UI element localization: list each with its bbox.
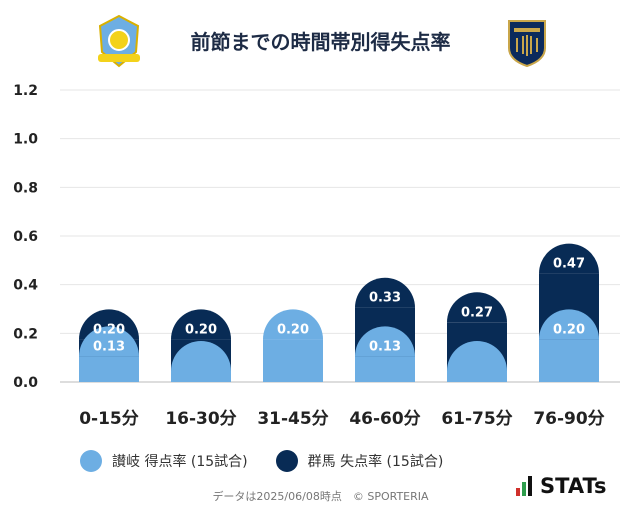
gridlines bbox=[60, 89, 620, 383]
legend-label-sanuki: 讃岐 得点率 (15試合) bbox=[112, 454, 248, 470]
data-label-gunma: 0.33 bbox=[369, 291, 401, 306]
x-tick-label: 46-60分 bbox=[349, 409, 420, 429]
x-tick-label: 16-30分 bbox=[165, 409, 236, 429]
y-tick-label: 1.0 bbox=[13, 132, 38, 148]
y-tick-label: 1.2 bbox=[13, 83, 38, 99]
bar-sanuki-cap bbox=[263, 309, 323, 340]
data-label-sanuki: 0.20 bbox=[277, 322, 309, 337]
bar-sanuki bbox=[539, 309, 599, 382]
bar-sanuki bbox=[171, 340, 232, 382]
x-tick-label: 76-90分 bbox=[533, 409, 604, 429]
data-label-sanuki: 0.13 bbox=[369, 339, 401, 354]
data-label-gunma: 0.27 bbox=[461, 305, 493, 320]
y-tick-label: 0.2 bbox=[13, 326, 38, 342]
data-label-gunma: 0.47 bbox=[553, 257, 585, 272]
bar-sanuki-cap bbox=[171, 340, 232, 371]
bar-sanuki-body bbox=[263, 339, 323, 382]
kamatamare-emblem-icon bbox=[98, 14, 140, 68]
legend-swatch-sanuki bbox=[80, 450, 102, 472]
footer-note: データは2025/06/08時点 © SPORTERIA bbox=[212, 490, 429, 503]
y-tick-label: 0.6 bbox=[13, 229, 38, 245]
stats-logo: STATs bbox=[516, 474, 606, 498]
bar-sanuki-body bbox=[447, 370, 507, 382]
bar-sanuki bbox=[263, 309, 323, 382]
legend-item-gunma: 群馬 失点率 (15試合) bbox=[275, 450, 444, 472]
y-tick-label: 0.4 bbox=[13, 278, 38, 294]
data-label-gunma: 0.20 bbox=[185, 322, 217, 337]
x-axis-ticks: 0-15分 16-30分 31-45分 46-60分 61-75分 76-90分 bbox=[79, 409, 604, 429]
bar-gunma-cap bbox=[539, 243, 599, 274]
x-tick-label: 61-75分 bbox=[441, 409, 512, 429]
y-tick-label: 0.8 bbox=[13, 180, 38, 196]
x-tick-label: 0-15分 bbox=[79, 409, 139, 429]
legend-label-gunma: 群馬 失点率 (15試合) bbox=[307, 454, 444, 470]
data-label-gunma: 0.20 bbox=[93, 322, 125, 337]
bar-sanuki-cap bbox=[355, 326, 415, 357]
y-axis-ticks: 0.0 0.2 0.4 0.6 0.8 1.0 1.2 bbox=[13, 83, 38, 391]
stats-logo-text: STATs bbox=[540, 474, 607, 498]
x-tick-label: 31-45分 bbox=[257, 409, 328, 429]
legend-item-sanuki: 讃岐 得点率 (15試合) bbox=[80, 450, 248, 472]
bar-gunma-cap bbox=[447, 292, 507, 323]
bar-sanuki-cap bbox=[79, 326, 139, 357]
bar-sanuki-body bbox=[79, 356, 139, 382]
bar-sanuki-cap bbox=[447, 340, 507, 371]
legend: 讃岐 得点率 (15試合) 群馬 失点率 (15試合) bbox=[80, 450, 471, 472]
stats-logo-icon bbox=[516, 476, 534, 496]
data-label-sanuki: 0.20 bbox=[553, 322, 585, 337]
bar-sanuki bbox=[79, 326, 139, 382]
bar-gunma-cap bbox=[355, 277, 415, 308]
bar-sanuki-body bbox=[171, 370, 231, 382]
y-tick-label: 0.0 bbox=[13, 375, 38, 391]
chart-title: 前節までの時間帯別得失点率 bbox=[190, 30, 451, 54]
legend-swatch-gunma bbox=[275, 450, 298, 472]
bar-sanuki-body bbox=[539, 339, 599, 382]
bar-gunma-cap bbox=[171, 309, 232, 340]
thespa-gunma-emblem-icon bbox=[508, 20, 546, 68]
bar-sanuki bbox=[355, 326, 415, 382]
bar-sanuki bbox=[447, 340, 507, 382]
data-label-sanuki: 0.13 bbox=[93, 339, 125, 354]
bar-sanuki-body bbox=[355, 356, 415, 382]
bars: 0.20 0.13 0.20 0.20 0.33 0.13 0.27 0.47 0.20 bbox=[79, 243, 599, 382]
bar-sanuki-cap bbox=[539, 309, 599, 340]
